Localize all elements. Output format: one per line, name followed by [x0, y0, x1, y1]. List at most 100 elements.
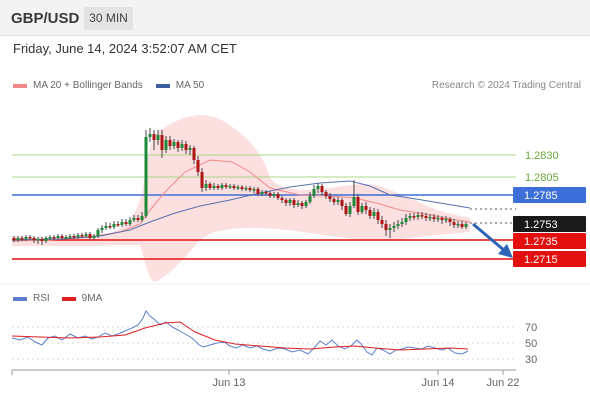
- candle-body: [96, 230, 100, 236]
- candle-body: [148, 134, 152, 137]
- candle-body: [212, 186, 216, 188]
- candle-body: [52, 237, 56, 239]
- rsi-legend: RSI 9MA: [13, 293, 114, 304]
- candle-body: [356, 197, 360, 212]
- candle-body: [136, 218, 140, 220]
- candle-body: [236, 187, 240, 189]
- candle-body: [56, 236, 60, 238]
- candle-body: [100, 228, 104, 230]
- candle-body: [36, 239, 40, 241]
- credit-text: Research © 2024 Trading Central: [431, 80, 581, 91]
- candle-body: [328, 196, 332, 199]
- candle-body: [428, 217, 432, 219]
- candle-body: [32, 238, 36, 240]
- candle-body: [444, 219, 448, 221]
- candle-body: [408, 216, 412, 218]
- candle-body: [140, 216, 144, 220]
- price-badge-text: 1.2715: [524, 254, 558, 266]
- candle-body: [404, 218, 408, 222]
- candle-body: [152, 134, 156, 140]
- candle-body: [112, 224, 116, 227]
- chart-datetime: Friday, June 14, 2024 3:52:07 AM CET: [13, 41, 237, 56]
- candle-body: [284, 200, 288, 203]
- candle-body: [324, 192, 328, 196]
- candle-body: [276, 194, 280, 198]
- candle-body: [296, 203, 300, 205]
- candle-body: [364, 206, 368, 210]
- candle-body: [84, 234, 88, 236]
- candle-body: [292, 200, 296, 205]
- price-badge-text: 1.2735: [524, 236, 558, 248]
- candle-body: [272, 194, 276, 196]
- legend-swatch-bb: [13, 83, 27, 88]
- candle-body: [340, 200, 344, 206]
- x-axis-label-jun14: Jun 14: [421, 377, 454, 389]
- candle-body: [68, 236, 72, 238]
- candle-body: [388, 228, 392, 230]
- candle-body: [412, 216, 416, 218]
- candle-body: [316, 186, 320, 189]
- candle-body: [252, 189, 256, 191]
- candle-body: [260, 192, 264, 194]
- candle-body: [240, 187, 244, 189]
- candle-body: [204, 184, 208, 188]
- candle-body: [192, 148, 196, 160]
- candle-body: [432, 217, 436, 219]
- candle-body: [372, 212, 376, 216]
- ma50-line: [11, 180, 471, 241]
- candle-body: [384, 224, 388, 230]
- candle-body: [80, 235, 84, 237]
- legend-label-bb: MA 20 + Bollinger Bands: [33, 80, 143, 91]
- candle-body: [264, 192, 268, 194]
- candle-body: [48, 237, 52, 239]
- candle-body: [380, 220, 384, 224]
- rsi-label-50: 50: [525, 338, 537, 350]
- price-label-1-2805: 1.2805: [525, 172, 559, 184]
- candle-body: [188, 148, 192, 150]
- candle-body: [464, 224, 468, 227]
- legend-item-ma50: MA 50: [155, 80, 204, 91]
- candle-body: [452, 222, 456, 225]
- candle-body: [392, 226, 396, 228]
- price-label-text: 1.2830: [525, 150, 559, 162]
- candle-body: [424, 216, 428, 218]
- candle-body: [224, 185, 228, 187]
- candle-body: [320, 186, 324, 192]
- price-badge-1-2715: 1.2715: [513, 251, 586, 267]
- legend-item-bb: MA 20 + Bollinger Bands: [13, 80, 143, 91]
- rsi-label-70: 70: [525, 322, 537, 334]
- candle-body: [40, 239, 44, 241]
- candle-body: [128, 220, 132, 224]
- candle-body: [280, 198, 284, 200]
- candle-body: [400, 222, 404, 224]
- candle-body: [164, 140, 168, 150]
- candle-body: [144, 137, 148, 216]
- rsi-ma-swatch: [61, 296, 76, 301]
- candle-body: [376, 212, 380, 220]
- legend-swatch-ma50: [155, 83, 170, 88]
- price-badge-1-2753: 1.2753: [513, 216, 586, 232]
- candle-body: [268, 193, 272, 196]
- candle-body: [304, 202, 308, 206]
- x-axis-label-jun22: Jun 22: [486, 377, 519, 389]
- candle-body: [76, 235, 80, 237]
- candle-body: [416, 215, 420, 217]
- candle-body: [72, 236, 76, 238]
- candle-body: [332, 199, 336, 202]
- price-badge-1-2785: 1.2785: [513, 187, 586, 203]
- candle-body: [184, 144, 188, 150]
- candle-body: [360, 206, 364, 212]
- price-label-1-2830: 1.2830: [525, 150, 559, 162]
- candle-body: [420, 215, 424, 217]
- chart-legend: MA 20 + Bollinger Bands MA 50: [13, 80, 217, 91]
- candle-body: [456, 224, 460, 226]
- candle-body: [92, 236, 96, 238]
- bollinger-band: [12, 115, 470, 283]
- candle-body: [60, 236, 64, 238]
- candle-body: [440, 218, 444, 220]
- price-badge-1-2735: 1.2735: [513, 233, 586, 249]
- candle-body: [348, 206, 352, 214]
- candle-body: [220, 185, 224, 188]
- timeframe-button[interactable]: 30 MIN: [84, 7, 133, 30]
